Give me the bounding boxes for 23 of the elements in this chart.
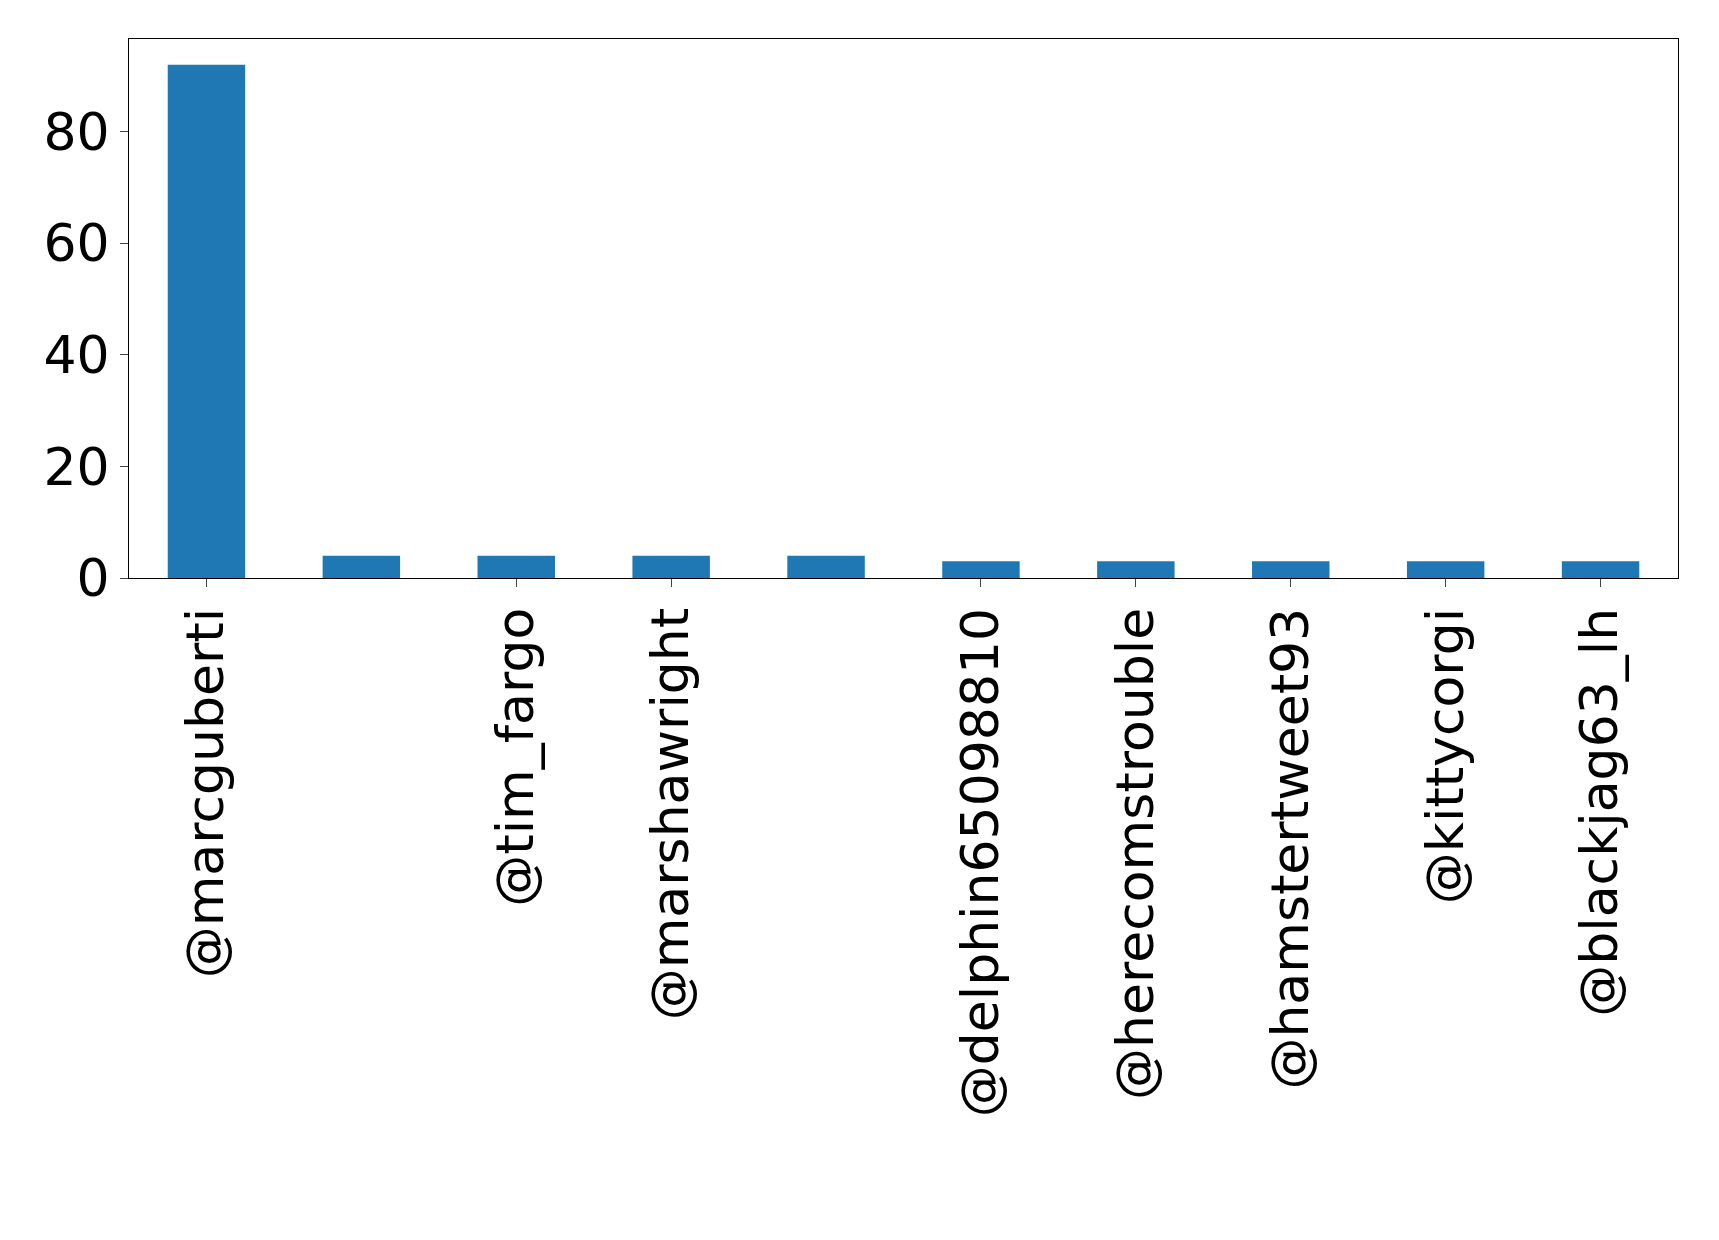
bar xyxy=(1097,561,1175,578)
y-tick-label: 20 xyxy=(43,436,110,497)
bar xyxy=(477,555,555,578)
y-tick-label: 60 xyxy=(43,213,110,274)
bar xyxy=(167,64,246,578)
x-tick-label: @kittycorgi xyxy=(1414,607,1475,905)
bar xyxy=(632,555,710,578)
x-tick-label: @delphin65098810 xyxy=(949,607,1010,1118)
x-tick-label: @tim_fargo xyxy=(485,607,546,907)
y-tick-label: 80 xyxy=(43,101,110,162)
x-tick-label: @hamstertweet93 xyxy=(1259,607,1320,1090)
x-tick-label: @marcguberti xyxy=(175,607,236,979)
bar xyxy=(942,561,1020,578)
y-tick-label: 40 xyxy=(43,325,110,386)
y-tick-label: 0 xyxy=(76,548,110,609)
bar xyxy=(787,555,865,578)
bar xyxy=(322,555,401,578)
x-tick-label: @marshawright xyxy=(640,607,701,1021)
bar xyxy=(1252,561,1330,578)
bar xyxy=(1561,561,1640,578)
x-tick-label: @herecomstrouble xyxy=(1104,607,1165,1100)
bar xyxy=(1406,561,1485,578)
x-tick-label: @blackjag63_lh xyxy=(1569,607,1630,1017)
